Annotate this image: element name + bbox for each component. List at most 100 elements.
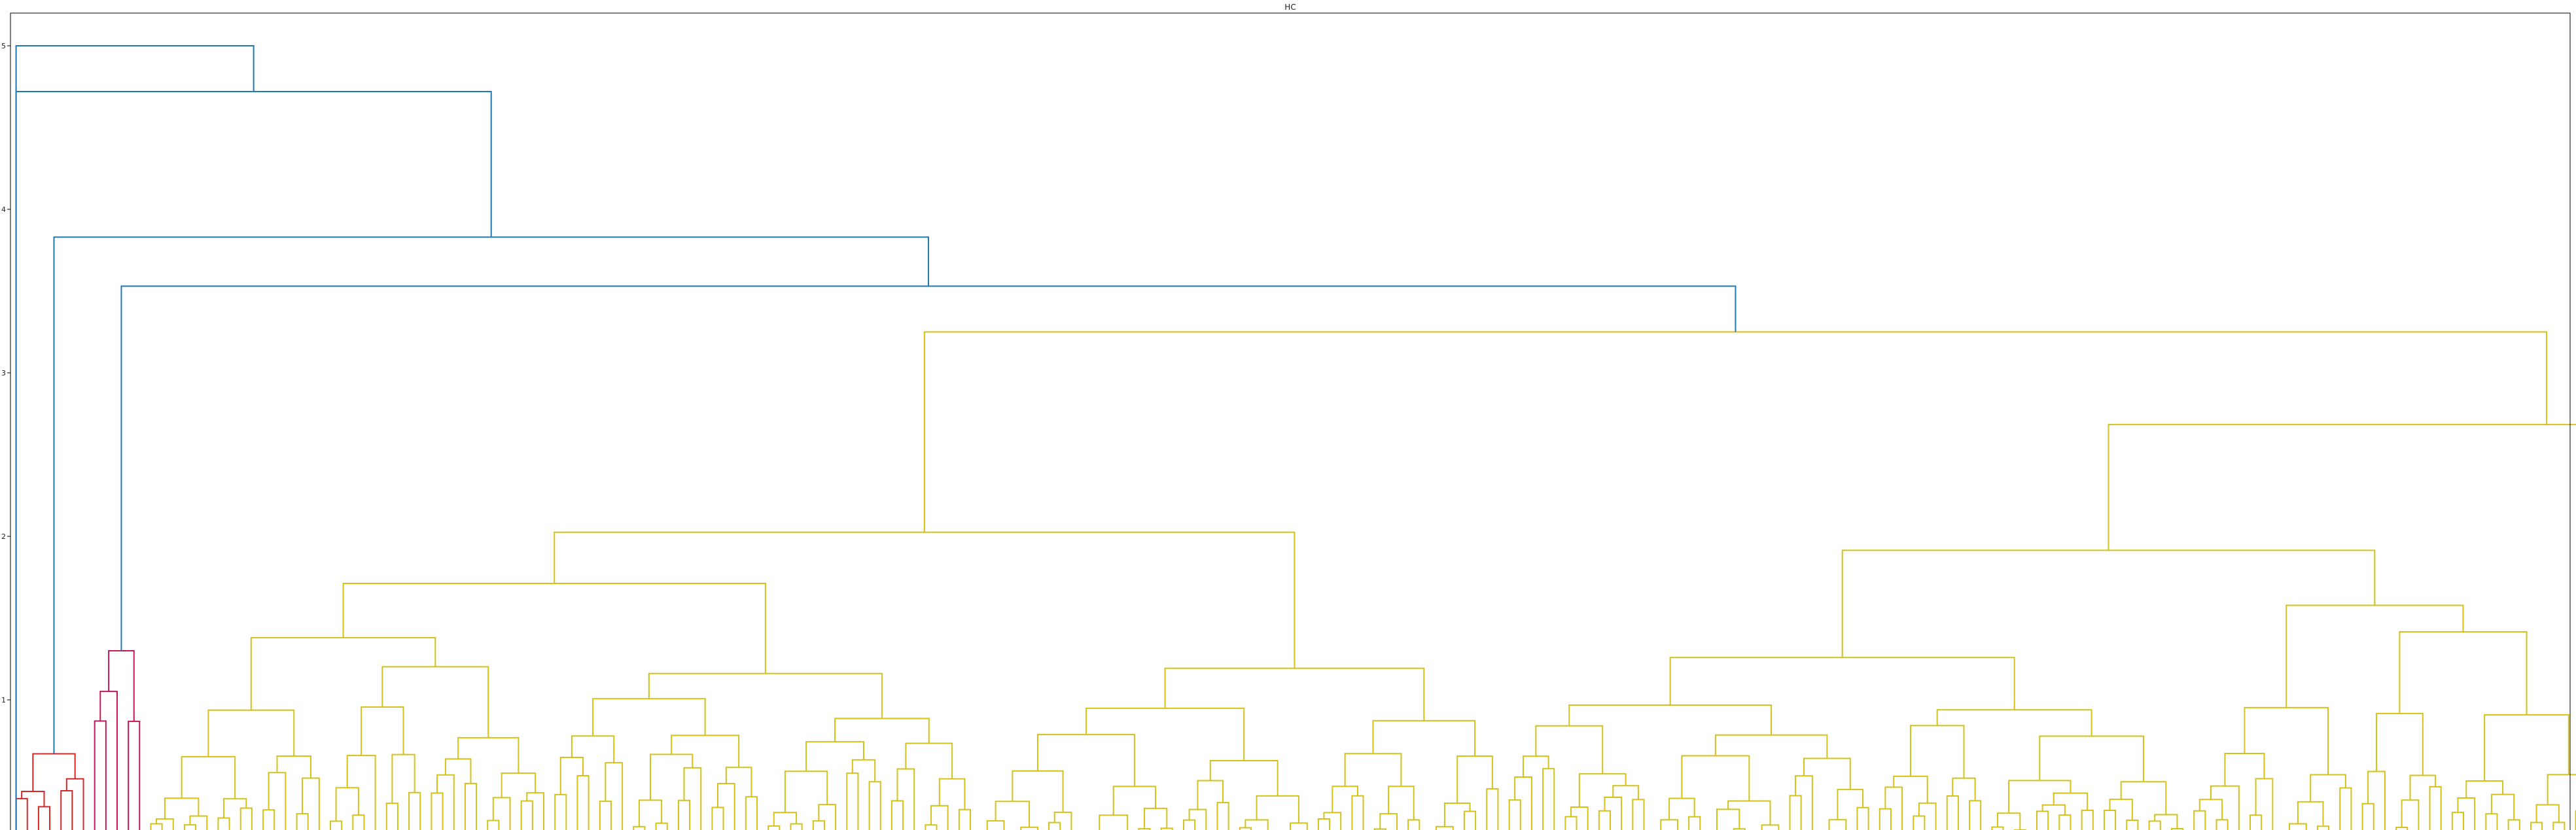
y-tick-label: 1 <box>1 696 6 704</box>
dendrogram-link <box>1598 810 1611 830</box>
dendrogram-link <box>60 790 73 830</box>
dendrogram-link <box>1893 775 1928 803</box>
dendrogram-link <box>164 797 200 820</box>
dendrogram-link <box>2289 823 2307 830</box>
dendrogram-link <box>1085 707 1245 761</box>
dendrogram-link <box>1486 787 1499 830</box>
dendrogram-link <box>2547 774 2576 805</box>
dendrogram-link <box>1733 828 1746 830</box>
dendrogram-link <box>1936 709 2092 736</box>
dendrogram-link <box>725 767 752 797</box>
dendrogram-link <box>2250 814 2263 830</box>
dendrogram-link <box>1164 667 1425 721</box>
dendrogram-link <box>834 718 930 744</box>
dendrogram-link <box>1317 818 1331 830</box>
dendrogram-link <box>773 812 798 826</box>
dendrogram-link <box>1012 770 1064 812</box>
y-tick-label: 3 <box>1 369 6 377</box>
dendrogram-link <box>648 672 883 719</box>
dendrogram-link <box>391 753 415 804</box>
dendrogram-link <box>492 797 511 830</box>
dendrogram-link <box>1209 760 1279 796</box>
dendrogram-link <box>276 755 311 778</box>
dendrogram-link <box>2535 804 2560 823</box>
dendrogram-link <box>342 582 766 674</box>
dendrogram-link <box>868 781 881 830</box>
dendrogram-link <box>1761 824 1780 830</box>
dendrogram-link <box>2367 770 2386 830</box>
dendrogram-link <box>2120 781 2167 815</box>
dendrogram-link <box>958 808 971 830</box>
dendrogram-link <box>181 755 236 799</box>
dendrogram-link <box>1188 808 1207 830</box>
dendrogram-link <box>346 755 376 830</box>
y-axis: 012345 <box>1 42 10 704</box>
dendrogram-link <box>1909 725 1965 778</box>
dendrogram-link <box>2108 424 2576 551</box>
dendrogram-link <box>2485 813 2498 830</box>
dendrogram-link <box>2126 819 2139 830</box>
dendrogram-link <box>1879 808 1892 830</box>
dendrogram-link <box>2490 793 2515 820</box>
dendrogram-link <box>1632 799 1645 830</box>
dendrogram-link <box>2310 774 2346 802</box>
dendrogram-link <box>436 774 455 830</box>
dendrogram-link <box>296 813 309 830</box>
dendrogram-link <box>189 815 208 830</box>
dendrogram-link <box>431 792 444 830</box>
dendrogram-link <box>716 782 735 830</box>
dendrogram-link <box>1542 768 1555 830</box>
dendrogram-link <box>239 807 253 830</box>
plot-background <box>10 13 2570 830</box>
dendrogram-link <box>1138 828 1151 830</box>
dendrogram-link <box>1244 819 1269 830</box>
dendrogram-link <box>2376 712 2424 776</box>
dendrogram-link <box>745 796 758 830</box>
dendrogram-link <box>2361 803 2374 830</box>
dendrogram-link <box>330 820 343 830</box>
dendrogram-link <box>1160 827 1173 830</box>
y-tick-label: 2 <box>1 532 6 541</box>
dendrogram-link <box>1020 826 1038 830</box>
dendrogram-link <box>1795 775 1813 830</box>
dendrogram-link <box>21 791 45 807</box>
dendrogram-link <box>1660 819 1678 830</box>
dendrogram-link <box>520 800 533 830</box>
y-tick-label: 4 <box>1 205 6 214</box>
dendrogram-link <box>768 825 781 830</box>
dendrogram-link <box>1099 814 1129 830</box>
dendrogram-link <box>851 759 876 782</box>
dendrogram-link <box>1612 785 1639 800</box>
dendrogram-link <box>1351 795 1364 830</box>
dendrogram-link <box>1332 786 1358 813</box>
dendrogram-link <box>385 803 398 830</box>
dendrogram-link <box>65 778 84 830</box>
chart-title: HC <box>1284 3 1296 12</box>
dendrogram-link <box>444 758 472 784</box>
dendrogram-links <box>15 45 2576 830</box>
dendrogram-link <box>784 770 828 813</box>
dendrogram-link <box>2039 735 2144 782</box>
dendrogram-link <box>2058 814 2072 830</box>
dendrogram-link <box>150 823 163 830</box>
dendrogram-link <box>2457 797 2476 830</box>
dendrogram-link <box>930 804 949 830</box>
dendrogram-link <box>2081 809 2094 830</box>
dendrogram-link <box>1952 777 1976 801</box>
dendrogram-link <box>94 720 107 830</box>
dendrogram-link <box>2041 804 2066 816</box>
dendrogram-link <box>1570 806 1589 830</box>
dendrogram-link <box>1143 807 1168 829</box>
dendrogram-link <box>1884 786 1903 830</box>
dendrogram-link <box>2210 785 2240 830</box>
dendrogram-link <box>464 782 478 830</box>
dendrogram-link <box>1373 828 1386 830</box>
dendrogram-link <box>1803 757 1851 790</box>
dendrogram-link <box>250 637 436 710</box>
dendrogram-link <box>599 801 612 830</box>
dendrogram-link <box>1239 827 1252 830</box>
dendrogram-link <box>925 824 938 830</box>
dendrogram-link <box>1991 826 2004 830</box>
dendrogram-link <box>1323 812 1342 830</box>
